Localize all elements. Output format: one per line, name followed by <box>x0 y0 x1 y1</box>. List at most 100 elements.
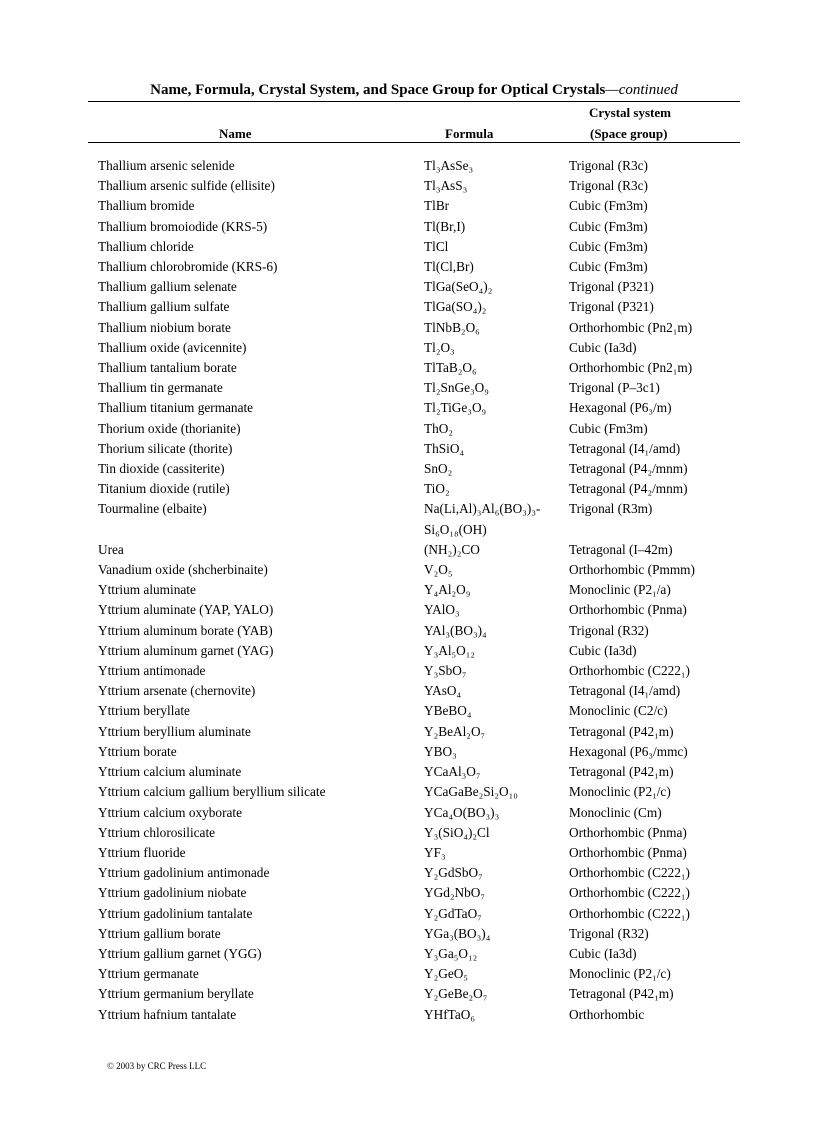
cell-formula: Y₂GeBe₂O₇ <box>424 986 488 1002</box>
table-row: Yttrium germanate Y₂GeO₅ Monoclinic (P2₁/c… <box>98 964 748 984</box>
cell-formula: Tl₃AsSe₃ <box>424 158 474 173</box>
cell-name: Yttrium arsenate (chernovite) <box>98 683 256 699</box>
table-row: Yttrium gadolinium antimonade Y₂GdSbO₇ Ort… <box>98 863 748 883</box>
cell-name: Urea <box>98 541 124 557</box>
table-row: Yttrium aluminate Y₄Al₂O₉ Monoclinic (P2₁/… <box>98 580 748 600</box>
table-title-continued: —continued <box>605 82 678 98</box>
cell-formula: YBO₃ <box>424 743 457 759</box>
table-row: Thallium gallium selenate TlGa(SeO₄)₂ Trig… <box>98 277 748 297</box>
cell-formula: YGa₃(BO₃)₄ <box>424 925 491 941</box>
cell-crystal-system: Cubic (Fm3m) <box>569 420 648 436</box>
cell-crystal-system: Trigonal (R3c) <box>569 178 648 194</box>
cell-formula: YAsO₄ <box>424 683 462 699</box>
cell-name: Yttrium gadolinium tantalate <box>98 905 253 921</box>
table-row: Thallium oxide (avicennite) Tl₂O₃ Cubic (I… <box>98 338 748 358</box>
cell-formula: TlBr <box>424 198 450 214</box>
cell-formula: (NH₂)₂CO <box>424 541 480 557</box>
cell-formula: Y₃(SiO₄)₂Cl <box>424 824 490 840</box>
header-formula: Formula <box>445 126 494 141</box>
table-row: Thallium arsenic selenide Tl₃AsSe₃ Trigona… <box>98 156 748 176</box>
cell-formula: YGd₂NbO₇ <box>424 885 485 901</box>
table-row: Yttrium calcium gallium beryllium silica… <box>98 782 748 802</box>
cell-crystal-system: Orthorhombic (Pn2₁m) <box>569 360 693 376</box>
cell-crystal-system: Monoclinic (P2₁/c) <box>569 966 671 982</box>
cell-formula: YAl₃(BO₃)₄ <box>424 622 487 638</box>
cell-crystal-system: Tetragonal (P42₁m) <box>569 986 674 1002</box>
table-row: Yttrium borate YBO₃ Hexagonal (P6₃/mmc) <box>98 742 748 762</box>
cell-name: Yttrium fluoride <box>98 844 186 860</box>
cell-formula: Y₃SbO₇ <box>424 663 467 679</box>
table-row: Urea (NH₂)₂CO Tetragonal (I–42m) <box>98 540 748 560</box>
cell-formula: Tl(Cl,Br) <box>424 259 474 275</box>
cell-name: Yttrium calcium aluminate <box>98 764 242 780</box>
cell-name: Yttrium germanate <box>98 966 199 982</box>
cell-name: Yttrium calcium oxyborate <box>98 804 243 820</box>
cell-crystal-system: Orthorhombic (Pnma) <box>569 824 687 840</box>
cell-name: Thallium chlorobromide (KRS-6) <box>98 259 278 275</box>
table-row: Yttrium fluoride YF₃ Orthorhombic (Pnma) <box>98 843 748 863</box>
cell-formula: Y₃Ga₅O₁₂ <box>424 945 478 961</box>
table-row: Thallium arsenic sulfide (ellisite) Tl₃As… <box>98 176 748 196</box>
table-row: Yttrium calcium oxyborate YCa₄O(BO₃)₃ Mono… <box>98 803 748 823</box>
table-row: Yttrium aluminate (YAP, YALO) YAlO₃ Orthor… <box>98 600 748 620</box>
table-row: Vanadium oxide (shcherbinaite) V₂O₅ Orthor… <box>98 560 748 580</box>
cell-name: Yttrium gadolinium niobate <box>98 885 247 901</box>
cell-formula: TiO₂ <box>424 481 450 497</box>
cell-crystal-system: Cubic (Ia3d) <box>569 339 637 355</box>
cell-formula: YF₃ <box>424 844 446 860</box>
cell-crystal-system: Orthorhombic (C222₁) <box>569 905 690 921</box>
cell-name: Thallium gallium selenate <box>98 279 237 295</box>
cell-crystal-system: Tetragonal (I–42m) <box>569 541 673 557</box>
cell-formula: Tl₂TiGe₃O₉ <box>424 400 487 416</box>
table-row: Thallium gallium sulfate TlGa(SO₄)₂ Trigon… <box>98 297 748 317</box>
cell-name: Thallium bromoiodide (KRS-5) <box>98 218 268 234</box>
cell-name: Thorium silicate (thorite) <box>98 440 233 456</box>
table-row: Yttrium hafnium tantalate YHfTaO₆ Orthorho… <box>98 1005 748 1025</box>
table-row: Thallium bromide TlBr Cubic (Fm3m) <box>98 196 748 216</box>
table-row: Tourmaline (elbaite) Na(Li,Al)₃Al₆(BO₃)₃-… <box>98 499 748 539</box>
cell-name: Titanium dioxide (rutile) <box>98 481 230 497</box>
table-title: Name, Formula, Crystal System, and Space… <box>88 82 740 99</box>
cell-formula: SnO₂ <box>424 461 453 477</box>
cell-crystal-system: Orthorhombic (Pnma) <box>569 844 687 860</box>
cell-crystal-system: Trigonal (P–3c1) <box>569 380 660 396</box>
cell-name: Yttrium gadolinium antimonade <box>98 865 270 881</box>
cell-name: Thallium oxide (avicennite) <box>98 339 247 355</box>
cell-crystal-system: Tetragonal (P42₁m) <box>569 764 674 780</box>
header-rule <box>88 142 740 143</box>
cell-name: Yttrium aluminum garnet (YAG) <box>98 642 274 658</box>
table-title-main: Name, Formula, Crystal System, and Space… <box>150 82 606 98</box>
cell-name: Tin dioxide (cassiterite) <box>98 461 225 477</box>
cell-crystal-system: Monoclinic (C2/c) <box>569 703 668 719</box>
cell-name: Yttrium germanium beryllate <box>98 986 254 1002</box>
cell-name: Yttrium aluminate (YAP, YALO) <box>98 602 274 618</box>
table-row: Yttrium gadolinium tantalate Y₂GdTaO₇ Orth… <box>98 904 748 924</box>
cell-formula: Tl(Br,I) <box>424 218 466 234</box>
cell-crystal-system: Orthorhombic <box>569 1006 645 1022</box>
cell-formula: TlGa(SeO₄)₂ <box>424 279 493 295</box>
cell-crystal-system: Cubic (Fm3m) <box>569 259 648 275</box>
table-body: Thallium arsenic selenide Tl₃AsSe₃ Trigona… <box>98 156 748 1025</box>
cell-crystal-system: Tetragonal (I4₁/amd) <box>569 440 681 456</box>
cell-crystal-system: Orthorhombic (Pmmm) <box>569 562 695 578</box>
cell-crystal-system: Monoclinic (P2₁/c) <box>569 784 671 800</box>
table-row: Yttrium germanium beryllate Y₂GeBe₂O₇ Tetr… <box>98 984 748 1004</box>
cell-formula: Y₂BeAl₂O₇ <box>424 723 486 739</box>
cell-crystal-system: Tetragonal (P42₁m) <box>569 723 674 739</box>
cell-name: Yttrium aluminate <box>98 582 196 598</box>
cell-name: Thallium titanium germanate <box>98 400 254 416</box>
cell-formula: Na(Li,Al)₃Al₆(BO₃)₃- Si₆O₁₈(OH) <box>424 501 541 537</box>
cell-crystal-system: Tetragonal (P4₂/mnm) <box>569 481 688 497</box>
cell-name: Thallium tantalium borate <box>98 360 237 376</box>
table-row: Thallium titanium germanate Tl₂TiGe₃O₉ Hex… <box>98 398 748 418</box>
cell-name: Yttrium beryllium aluminate <box>98 723 251 739</box>
cell-crystal-system: Trigonal (P321) <box>569 299 654 315</box>
cell-crystal-system: Cubic (Fm3m) <box>569 238 648 254</box>
cell-formula: YBeBO₄ <box>424 703 472 719</box>
table-row: Yttrium chlorosilicate Y₃(SiO₄)₂Cl Orthorh… <box>98 823 748 843</box>
cell-formula: YHfTaO₆ <box>424 1006 475 1022</box>
copyright-footer: © 2003 by CRC Press LLC <box>107 1061 207 1071</box>
cell-name: Thallium gallium sulfate <box>98 299 230 315</box>
cell-name: Yttrium chlorosilicate <box>98 824 216 840</box>
cell-formula: Y₃Al₅O₁₂ <box>424 642 476 658</box>
